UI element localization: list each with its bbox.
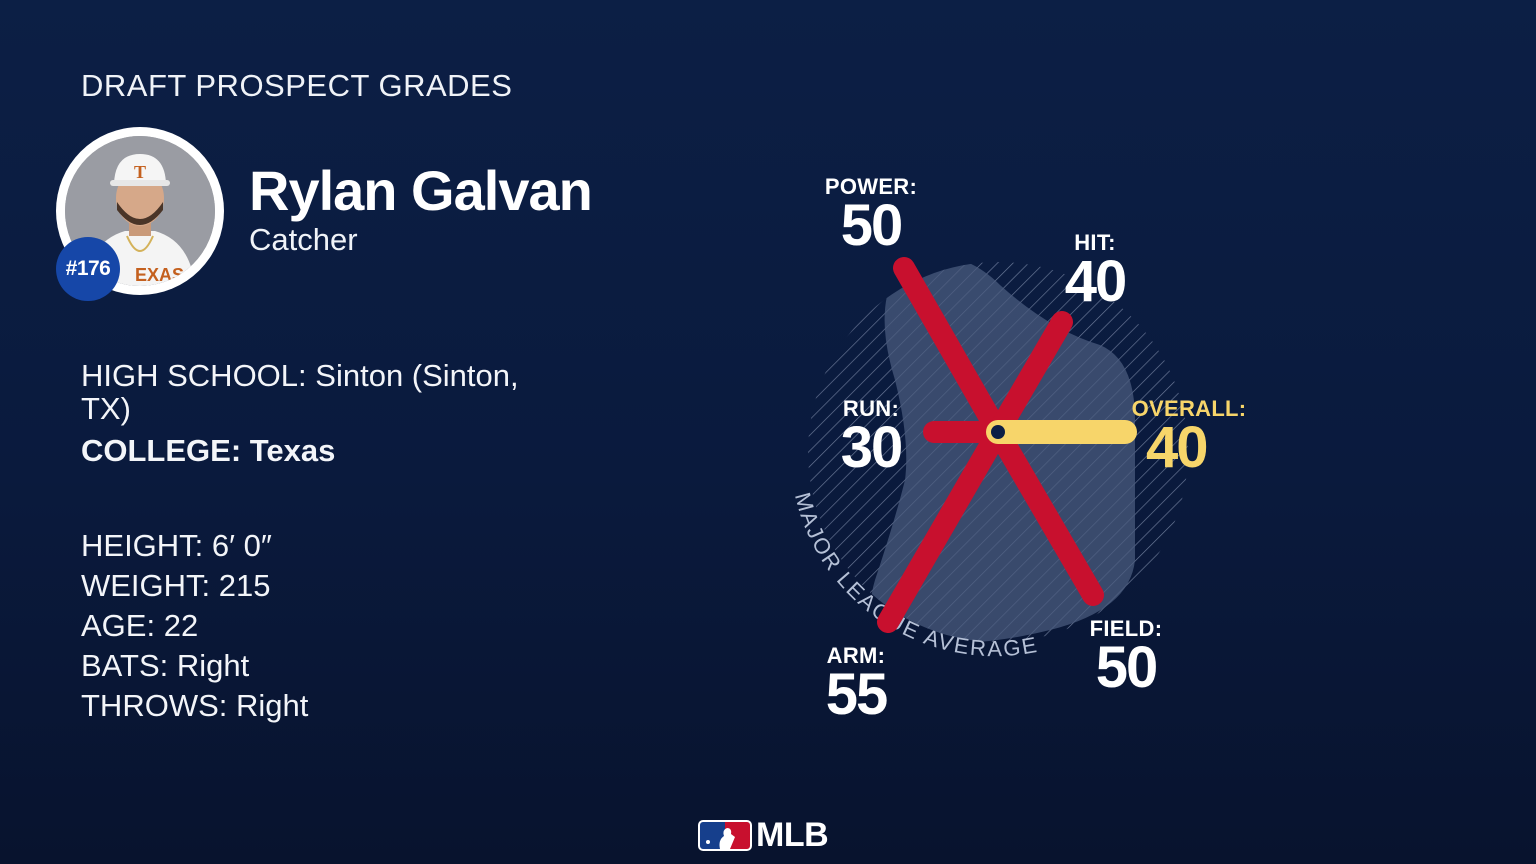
bar-hit [987,311,1073,443]
hit-value: 40 [1064,249,1128,314]
label-overall: OVERALL: 40 [1126,396,1252,480]
rank-badge: #176 [56,237,120,301]
mlb-wordmark: MLB [756,816,829,854]
bio-age: AGE: 22 [81,606,308,646]
bio-label: THROWS: [81,688,228,723]
run-value: 30 [840,415,904,480]
arm-key: ARM: [826,643,886,668]
college-value: Texas [249,433,336,468]
college-info: COLLEGE: Texas [81,434,335,467]
hit-key: HIT: [1074,230,1116,255]
arm-value: 55 [825,662,889,727]
bar-arm [877,421,1009,633]
player-position: Catcher [249,222,358,257]
bio-label: BATS: [81,648,169,683]
high-school-value: Sinton (Sinton, TX) [81,358,519,426]
bio-weight: WEIGHT: 215 [81,566,308,606]
bio-throws: THROWS: Right [81,686,308,726]
bio-value: 215 [218,568,271,603]
bio-list: HEIGHT: 6′ 0″ WEIGHT: 215 AGE: 22 BATS: … [81,526,308,726]
bio-value: Right [236,688,309,723]
overall-value: 40 [1146,415,1209,480]
power-key: POWER: [824,174,918,199]
power-value: 50 [840,193,904,258]
high-school-label: HIGH SCHOOL: [81,358,307,393]
college-label: COLLEGE: [81,433,242,468]
label-arm: ARM: 55 [800,643,912,727]
bio-bats: BATS: Right [81,646,308,686]
bio-value: Right [176,648,250,683]
bio-label: AGE: [81,608,156,643]
field-value: 50 [1095,635,1159,700]
page-eyebrow: DRAFT PROSPECT GRADES [81,68,513,103]
overall-key: OVERALL: [1131,396,1247,421]
bio-height: HEIGHT: 6′ 0″ [81,526,308,566]
player-avatar: T EXAS [56,127,224,295]
bar-field [987,421,1104,606]
bio-label: WEIGHT: [81,568,211,603]
svg-text:T: T [134,162,146,182]
center-dot [991,425,1005,439]
bar-power [893,257,1009,443]
bio-value: 6′ 0″ [211,528,272,563]
bio-label: HEIGHT: [81,528,204,563]
label-run: RUN: 30 [815,396,927,480]
field-key: FIELD: [1089,616,1163,641]
mlb-logo: MLB [698,816,829,855]
label-field: FIELD: 50 [1070,616,1182,700]
label-power: POWER: 50 [810,174,932,258]
high-school-info: HIGH SCHOOL: Sinton (Sinton, TX) [81,359,561,425]
mlb-batter-icon [698,820,752,851]
run-key: RUN: [842,396,900,421]
label-hit: HIT: 40 [1040,230,1150,314]
bio-value: 22 [163,608,199,643]
tool-bars [877,257,1104,633]
player-name: Rylan Galvan [249,159,593,222]
